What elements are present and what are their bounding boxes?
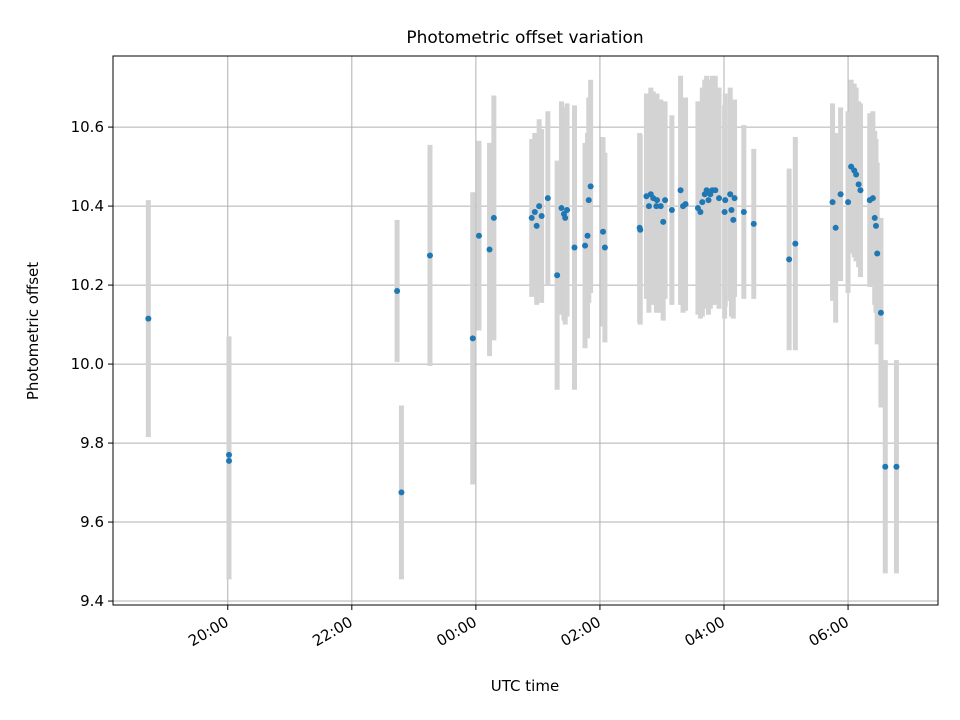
data-point bbox=[703, 187, 710, 194]
data-point bbox=[394, 288, 401, 295]
data-point bbox=[712, 187, 719, 194]
data-point bbox=[682, 201, 689, 208]
data-point bbox=[837, 191, 844, 198]
y-tick-label: 9.8 bbox=[80, 434, 104, 452]
data-point bbox=[528, 214, 535, 221]
data-point bbox=[554, 272, 561, 279]
data-point bbox=[727, 191, 734, 198]
data-point bbox=[225, 457, 232, 464]
y-tick-label: 10.0 bbox=[71, 355, 104, 373]
data-point bbox=[637, 226, 644, 233]
y-tick-label: 10.2 bbox=[71, 276, 104, 294]
data-point bbox=[582, 242, 589, 249]
data-point bbox=[740, 209, 747, 216]
data-point bbox=[857, 187, 864, 194]
data-point bbox=[564, 207, 571, 214]
data-point bbox=[645, 203, 652, 210]
y-tick-label: 9.6 bbox=[80, 513, 104, 531]
data-point bbox=[697, 209, 704, 216]
data-point bbox=[871, 214, 878, 221]
plot-area-frame bbox=[112, 55, 939, 606]
data-point bbox=[584, 232, 591, 239]
data-point bbox=[657, 203, 664, 210]
data-point bbox=[668, 207, 675, 214]
data-point bbox=[660, 218, 667, 225]
data-point bbox=[882, 463, 889, 470]
data-point bbox=[874, 250, 881, 257]
data-point bbox=[705, 197, 712, 204]
data-point bbox=[601, 244, 608, 251]
data-point bbox=[536, 203, 543, 210]
data-point bbox=[398, 489, 405, 496]
data-point bbox=[587, 183, 594, 190]
data-point bbox=[722, 197, 729, 204]
data-point bbox=[486, 246, 493, 253]
data-point bbox=[145, 315, 152, 322]
data-point bbox=[853, 171, 860, 178]
y-axis-label: Photometric offset bbox=[24, 262, 42, 400]
data-point bbox=[728, 207, 735, 214]
y-tick-label: 9.4 bbox=[80, 592, 104, 610]
data-point bbox=[533, 222, 540, 229]
x-axis-label: UTC time bbox=[491, 677, 559, 695]
data-point bbox=[531, 209, 538, 216]
data-point bbox=[653, 203, 660, 210]
data-point bbox=[225, 451, 232, 458]
data-point bbox=[538, 212, 545, 219]
data-point bbox=[872, 222, 879, 229]
data-point bbox=[829, 199, 836, 206]
data-point bbox=[426, 252, 433, 259]
data-point bbox=[877, 309, 884, 316]
data-point bbox=[786, 256, 793, 263]
data-point bbox=[475, 232, 482, 239]
data-point bbox=[716, 195, 723, 202]
data-point bbox=[730, 216, 737, 223]
data-point bbox=[677, 187, 684, 194]
data-point bbox=[832, 224, 839, 231]
data-point bbox=[750, 220, 757, 227]
data-point bbox=[893, 463, 900, 470]
data-point bbox=[792, 240, 799, 247]
y-tick-label: 10.6 bbox=[71, 118, 104, 136]
data-point bbox=[490, 214, 497, 221]
data-point bbox=[600, 228, 607, 235]
data-point bbox=[699, 199, 706, 206]
data-point bbox=[558, 205, 565, 212]
data-point bbox=[469, 335, 476, 342]
data-point bbox=[731, 195, 738, 202]
data-points bbox=[145, 163, 900, 496]
data-point bbox=[845, 199, 852, 206]
data-point bbox=[562, 214, 569, 221]
data-point bbox=[721, 209, 728, 216]
data-point bbox=[571, 244, 578, 251]
chart-title: Photometric offset variation bbox=[406, 28, 643, 48]
y-tick-label: 10.4 bbox=[71, 197, 104, 215]
data-point bbox=[585, 197, 592, 204]
data-point bbox=[869, 195, 876, 202]
data-point bbox=[662, 197, 669, 204]
data-point bbox=[544, 195, 551, 202]
data-point bbox=[654, 197, 661, 204]
data-point bbox=[855, 181, 862, 188]
y-axis-ticks: 9.4 9.6 9.8 10.0 10.2 10.4 10.6 bbox=[71, 118, 113, 610]
